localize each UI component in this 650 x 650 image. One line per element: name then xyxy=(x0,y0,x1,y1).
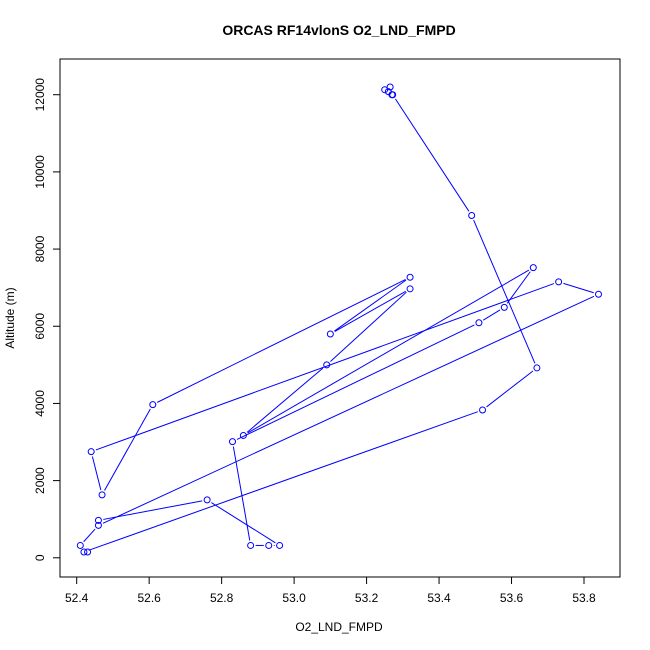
series-segment xyxy=(334,279,407,332)
series-segment xyxy=(247,269,530,434)
series-segment xyxy=(334,290,406,332)
x-tick-label: 53.8 xyxy=(572,591,596,605)
data-point xyxy=(84,548,92,556)
data-point xyxy=(98,491,106,499)
series-segment xyxy=(102,295,595,524)
series-segment xyxy=(506,271,531,304)
series-segment xyxy=(482,309,501,321)
series-segment xyxy=(211,502,276,544)
data-point xyxy=(389,91,397,99)
series-segment xyxy=(91,456,102,491)
data-point xyxy=(94,516,102,524)
series-segment xyxy=(236,324,475,440)
y-axis: 0 2000 4000 6000 8000 10000 12000 xyxy=(33,78,61,561)
x-tick-label: 53.4 xyxy=(427,591,451,605)
data-point xyxy=(479,406,487,414)
data-point xyxy=(555,278,563,286)
data-point xyxy=(239,431,247,439)
data-point xyxy=(406,285,414,293)
x-tick-label: 53.2 xyxy=(355,591,379,605)
data-point xyxy=(80,548,88,556)
series-segment xyxy=(394,98,470,212)
y-tick-label: 6000 xyxy=(33,313,47,340)
data-point xyxy=(229,438,237,446)
series-layer xyxy=(76,83,602,556)
x-tick-label: 53.0 xyxy=(282,591,306,605)
data-point xyxy=(149,401,157,409)
series-segment xyxy=(473,219,536,364)
series-segment xyxy=(330,291,407,362)
data-point xyxy=(203,496,211,504)
series-segment xyxy=(157,279,406,403)
series-segment xyxy=(95,283,555,451)
data-point xyxy=(533,364,541,372)
y-axis-label: Altitude (m) xyxy=(3,287,17,348)
chart-title: ORCAS RF14vlonS O2_LND_FMPD xyxy=(222,22,455,38)
data-point xyxy=(326,330,334,338)
y-tick-label: 10000 xyxy=(33,155,47,189)
data-point xyxy=(76,541,84,549)
x-tick-label: 52.8 xyxy=(210,591,234,605)
x-tick-label: 53.6 xyxy=(500,591,524,605)
x-axis: 52.4 52.6 52.8 53.0 53.2 53.4 53.6 53.8 xyxy=(65,576,596,605)
y-tick-label: 8000 xyxy=(33,235,47,262)
data-point xyxy=(529,264,537,272)
data-point xyxy=(323,361,331,369)
data-point xyxy=(381,86,389,94)
data-point xyxy=(265,541,273,549)
x-tick-label: 52.4 xyxy=(65,591,89,605)
y-tick-label: 12000 xyxy=(33,78,47,112)
series-segment xyxy=(88,411,478,551)
series-segment xyxy=(83,528,96,543)
y-tick-label: 0 xyxy=(33,554,47,561)
data-point xyxy=(475,319,483,327)
data-point xyxy=(386,83,394,91)
y-tick-label: 2000 xyxy=(33,467,47,494)
series-segment xyxy=(104,408,151,491)
data-point xyxy=(247,541,255,549)
data-point xyxy=(468,212,476,220)
data-point xyxy=(87,448,95,456)
data-point xyxy=(94,521,102,529)
series-segment xyxy=(246,367,324,433)
series-segment xyxy=(563,282,594,294)
data-point xyxy=(406,273,414,281)
series-segment xyxy=(103,500,203,520)
series-segment xyxy=(486,370,534,408)
x-tick-label: 52.6 xyxy=(137,591,161,605)
data-point xyxy=(500,303,508,311)
x-axis-label: O2_LND_FMPD xyxy=(295,620,383,634)
data-point xyxy=(276,541,284,549)
plot-frame xyxy=(59,58,621,578)
y-tick-label: 4000 xyxy=(33,390,47,417)
data-point xyxy=(595,290,602,298)
